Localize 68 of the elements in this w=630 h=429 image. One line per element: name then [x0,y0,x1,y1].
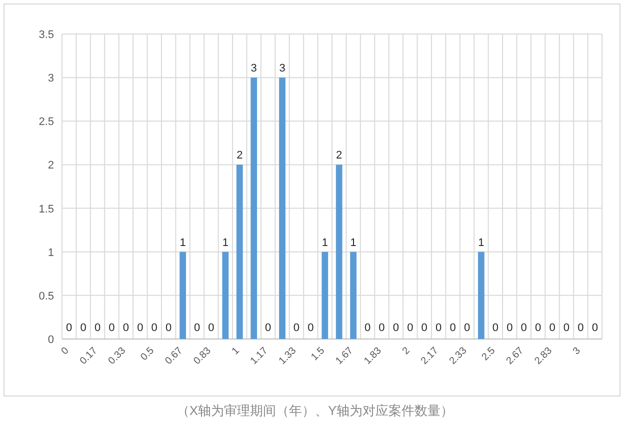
bar [336,164,342,339]
data-label: 0 [520,322,527,334]
data-label: 1 [180,236,186,249]
data-label: 0 [534,322,542,334]
data-label: 0 [506,322,513,334]
x-tick-label: 1.5 [309,345,328,363]
bar [322,252,328,339]
data-label: 0 [407,322,414,334]
y-tick-label: 3 [48,72,54,85]
y-tick-label: 0.5 [38,290,54,302]
bar [350,252,357,339]
data-label: 0 [194,322,200,334]
data-label: 0 [151,322,158,334]
data-label: 0 [492,322,498,334]
data-label: 1 [478,236,484,249]
data-label: 0 [392,322,400,334]
x-tick-label: 0.5 [138,345,157,363]
data-label: 0 [578,322,584,334]
bar [236,164,243,339]
data-label: 0 [436,322,442,334]
data-label: 0 [592,322,598,334]
data-label: 0 [293,322,300,334]
x-tick-label: 1.83 [362,345,384,367]
x-tick-label: 3 [571,345,584,358]
data-label: 1 [222,236,228,249]
data-label: 0 [464,322,470,334]
y-tick-label: 1.5 [38,203,54,216]
data-label: 0 [80,322,86,334]
x-tick-label: 0.17 [78,345,100,367]
bar [222,252,229,339]
data-label: 0 [122,322,130,334]
data-label: 0 [378,322,385,334]
data-label: 0 [66,322,72,334]
y-tick-label: 0 [48,334,54,346]
x-tick-label: 0 [60,345,72,358]
data-label: 3 [250,62,257,75]
x-tick-label: 1 [230,345,242,358]
data-label: 0 [421,322,428,334]
y-tick-label: 2 [48,160,54,172]
data-label: 2 [336,150,342,162]
x-tick-label: 2 [400,345,413,358]
bar [180,252,186,339]
data-label: 0 [450,322,456,334]
data-label: 0 [549,322,556,334]
data-label: 0 [364,322,371,334]
x-tick-label: 2.5 [480,345,498,363]
x-tick-label: 0.83 [192,345,214,367]
data-label: 0 [308,322,314,334]
data-label: 1 [322,236,328,249]
y-tick-label: 3.5 [38,29,54,41]
data-label: 0 [208,322,214,334]
data-label: 0 [563,322,570,334]
data-label: 0 [94,322,101,334]
data-label: 3 [279,62,286,75]
bar [250,78,258,339]
text: （X轴为审理期间（年）、Y轴为对应案件数量） [176,403,454,418]
y-tick-label: 1 [48,246,54,259]
data-label: 1 [350,236,356,249]
data-label: 2 [236,150,243,162]
bar [279,78,286,339]
data-label: 0 [166,322,172,334]
data-label: 0 [108,322,115,334]
x-tick-label: 0.33 [106,345,128,367]
y-tick-label: 2.5 [38,116,54,128]
x-tick-label: 0.67 [163,345,186,367]
bar [478,252,484,339]
data-label: 0 [264,322,272,334]
data-label: 0 [137,322,144,334]
